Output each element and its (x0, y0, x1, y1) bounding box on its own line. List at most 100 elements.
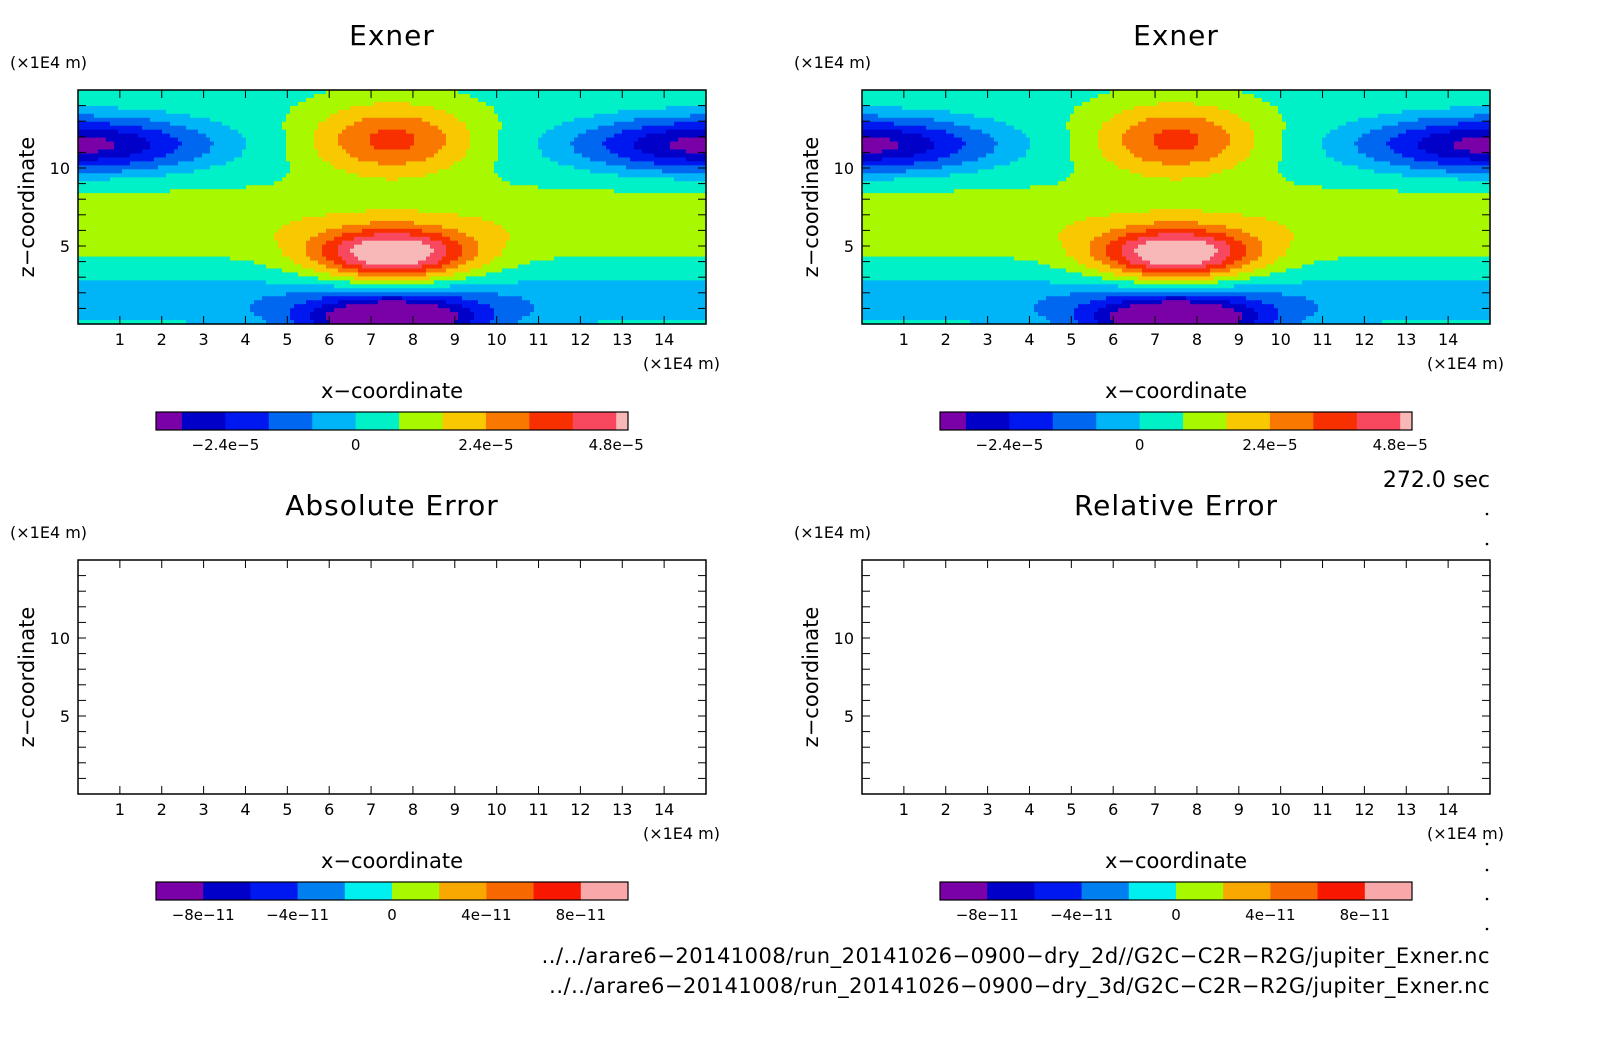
contour-field (862, 90, 1491, 325)
x-unit-label: (×1E4 m) (643, 824, 720, 843)
x-tick-label: 2 (941, 800, 951, 819)
x-tick-label: 13 (1396, 330, 1416, 349)
x-tick-label: 3 (983, 800, 993, 819)
colorbar-swatch (485, 412, 530, 430)
colorbar-frame (155, 411, 629, 431)
x-tick-label: 11 (1312, 330, 1332, 349)
marker-dot (1485, 842, 1489, 846)
colorbar-swatch (965, 412, 1010, 430)
x-tick-label: 6 (1108, 330, 1118, 349)
colorbar-swatch (355, 412, 400, 430)
x-tick-label: 9 (450, 800, 460, 819)
colorbar-swatch (1176, 882, 1224, 900)
x-tick-label: 7 (1150, 330, 1160, 349)
panel-1: Exner (×1E4 m) (×1E4 m) x−coordinate z−coord… (10, 19, 720, 454)
x-tick-label: 3 (983, 330, 993, 349)
x-unit-label: (×1E4 m) (1427, 354, 1504, 373)
colorbar-swatch (399, 412, 444, 430)
x-tick-label: 7 (1150, 800, 1160, 819)
colorbar-tick-label: 0 (1171, 906, 1181, 924)
colorbar-swatch (1313, 412, 1358, 430)
x-tick-label: 9 (1234, 800, 1244, 819)
time-label: 272.0 sec (1383, 468, 1490, 493)
marker-dot (1485, 897, 1489, 901)
colorbar-swatch (442, 412, 487, 430)
colorbar-tick-label: 4e−11 (1245, 906, 1295, 924)
x-tick-label: 8 (1192, 330, 1202, 349)
colorbar-swatch (1269, 412, 1314, 430)
colorbar-tick-label: 8e−11 (1340, 906, 1390, 924)
colorbar-swatch (486, 882, 535, 900)
x-tick-label: 4 (240, 800, 250, 819)
colorbar-tick-label: 2.4e−5 (458, 436, 513, 454)
colorbar-swatch (1128, 882, 1177, 900)
panel-4: Relative Error (×1E4 m) (×1E4 m) x−coordina… (794, 489, 1504, 924)
x-tick-label: 4 (1024, 330, 1034, 349)
x-tick-label: 12 (1354, 800, 1374, 819)
x-tick-label: 1 (115, 330, 125, 349)
y-tick-label: 10 (834, 159, 854, 178)
marker-dot (1485, 512, 1489, 516)
colorbar-swatch (392, 882, 440, 900)
panel-title: Relative Error (1074, 489, 1278, 522)
x-tick-label: 5 (282, 330, 292, 349)
colorbar: −8e−11 −4e−11 0 4e−11 8e−11 (939, 881, 1413, 924)
colorbar-tick-label: −8e−11 (956, 906, 1019, 924)
colorbar-swatch (225, 412, 270, 430)
colorbar-tick-label: −4e−11 (266, 906, 329, 924)
colorbar-swatch (987, 882, 1035, 900)
colorbar-tick-label: −2.4e−5 (976, 436, 1044, 454)
colorbar-swatch (268, 412, 313, 430)
colorbar: −8e−11 −4e−11 0 4e−11 8e−11 (155, 881, 629, 924)
colorbar-tick-label: −4e−11 (1050, 906, 1113, 924)
x-tick-label: 14 (654, 330, 674, 349)
y-axis-label: z−coordinate (15, 137, 39, 278)
colorbar-swatch (1226, 412, 1271, 430)
colorbar-tick-label: 2.4e−5 (1242, 436, 1297, 454)
x-tick-label: 5 (1066, 330, 1076, 349)
colorbar-swatch (940, 882, 988, 900)
x-tick-label: 2 (941, 330, 951, 349)
colorbar-swatch (1009, 412, 1054, 430)
x-tick-label: 10 (486, 330, 506, 349)
colorbar-frame (939, 881, 1413, 901)
colorbar-tick-label: 4.8e−5 (589, 436, 644, 454)
y-tick-label: 10 (50, 629, 70, 648)
y-tick-label: 5 (844, 237, 854, 256)
x-tick-label: 7 (366, 330, 376, 349)
x-axis-label: x−coordinate (321, 849, 463, 873)
x-tick-label: 11 (1312, 800, 1332, 819)
colorbar-swatch (156, 882, 204, 900)
x-tick-label: 13 (612, 800, 632, 819)
x-tick-label: 1 (115, 800, 125, 819)
x-tick-label: 5 (282, 800, 292, 819)
y-tick-label: 5 (60, 707, 70, 726)
x-tick-label: 10 (1270, 330, 1290, 349)
file-path-2d: ../../arare6−20141008/run_20141026−0900−… (542, 944, 1490, 969)
x-tick-label: 3 (199, 330, 209, 349)
x-tick-label: 6 (324, 330, 334, 349)
colorbar-swatch (1034, 882, 1083, 900)
colorbar-tick-label: 0 (351, 436, 361, 454)
panel-title: Exner (1133, 19, 1219, 52)
x-axis-label: x−coordinate (1105, 849, 1247, 873)
x-unit-label: (×1E4 m) (643, 354, 720, 373)
colorbar-swatch (344, 882, 393, 900)
x-tick-label: 3 (199, 800, 209, 819)
y-tick-label: 5 (60, 237, 70, 256)
x-tick-label: 7 (366, 800, 376, 819)
x-axis-label: x−coordinate (1105, 379, 1247, 403)
x-tick-label: 8 (408, 800, 418, 819)
y-unit-label: (×1E4 m) (10, 53, 87, 72)
x-tick-label: 13 (612, 330, 632, 349)
axis-ticks (77, 559, 707, 795)
x-tick-label: 6 (1108, 800, 1118, 819)
x-unit-label: (×1E4 m) (1427, 824, 1504, 843)
y-axis-label: z−coordinate (799, 607, 823, 748)
x-tick-label: 14 (1438, 800, 1458, 819)
x-tick-label: 10 (1270, 800, 1290, 819)
colorbar-swatch (1223, 882, 1271, 900)
x-tick-label: 12 (570, 330, 590, 349)
panel-title: Exner (349, 19, 435, 52)
marker-dot (1485, 868, 1489, 872)
